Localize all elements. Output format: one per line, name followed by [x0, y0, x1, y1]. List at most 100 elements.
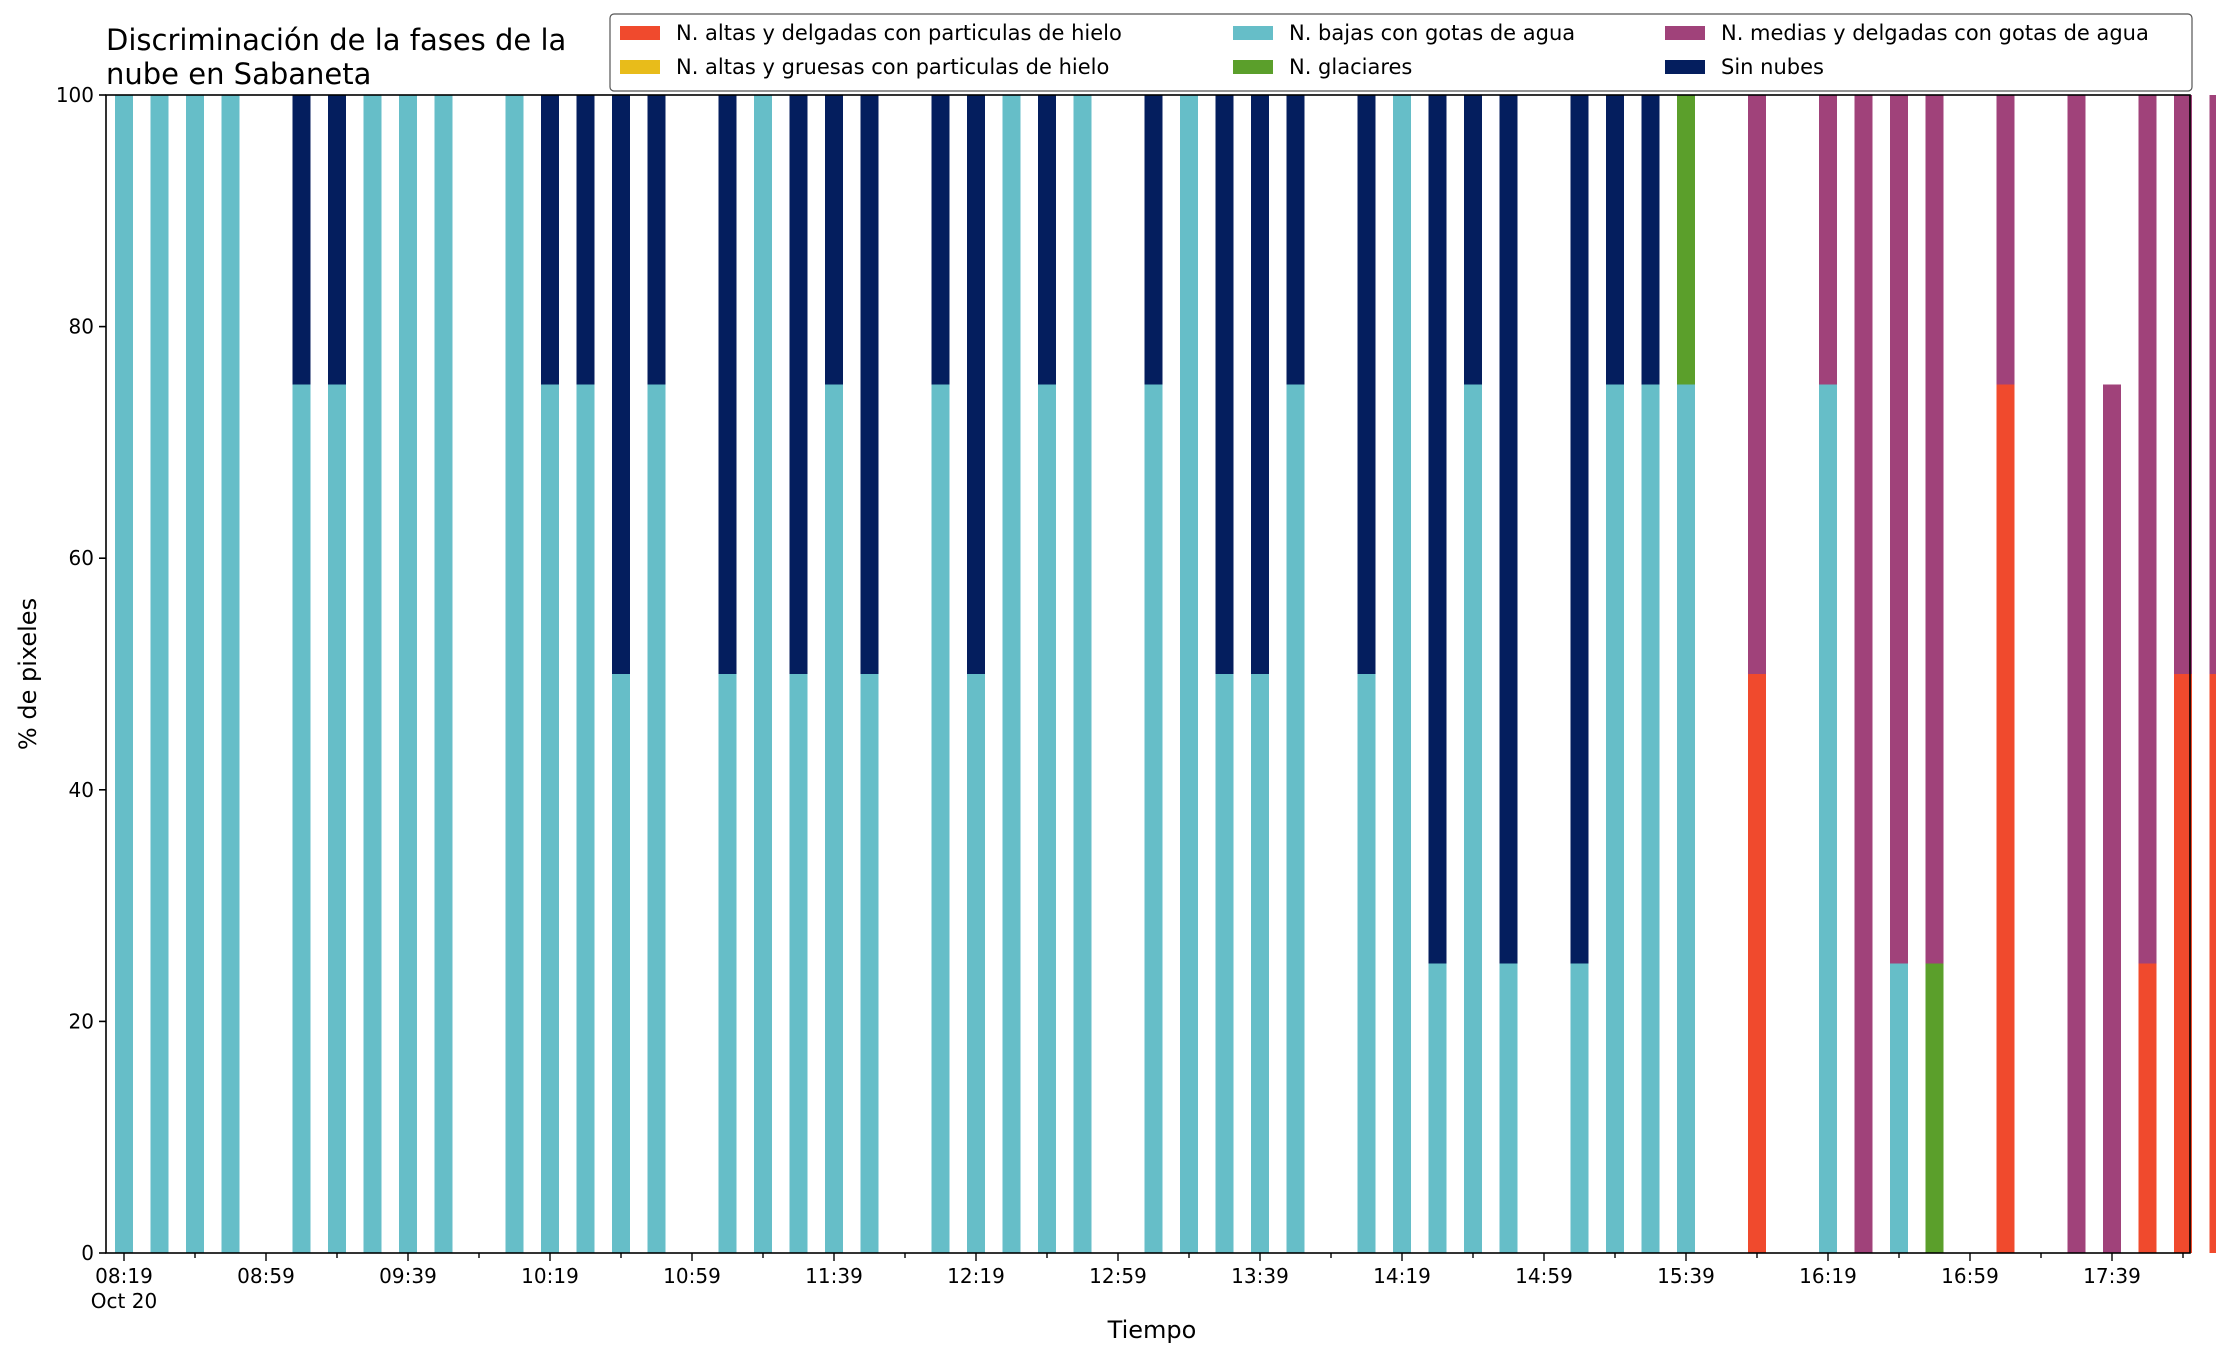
bar-segment-slot-48-series-4	[1819, 95, 1837, 385]
bar-segment-slot-24-series-2	[967, 674, 985, 1253]
legend-label-4: N. medias y delgadas con gotas de agua	[1721, 21, 2149, 45]
y-tick-label-4: 80	[69, 315, 94, 339]
bar-segment-slot-23-series-2	[931, 384, 950, 1253]
bar-segment-slot-6-series-5	[328, 95, 346, 385]
bar-segment-slot-43-series-2	[1641, 384, 1660, 1253]
bar-segment-slot-50-series-4	[1890, 95, 1908, 964]
bar-segment-slot-18-series-2	[754, 95, 772, 1253]
x-tick-label-8: 13:39	[1231, 1264, 1289, 1288]
legend-label-3: N. glaciares	[1289, 55, 1412, 79]
bar-segment-slot-41-series-5	[1570, 95, 1589, 964]
bar-segment-slot-21-series-2	[860, 674, 879, 1253]
x-tick-label-4: 10:59	[663, 1264, 721, 1288]
bar-segment-slot-23-series-5	[931, 95, 950, 385]
bar-segment-slot-26-series-5	[1038, 95, 1056, 385]
bar-segment-slot-39-series-5	[1499, 95, 1518, 964]
bar-segment-slot-20-series-5	[825, 95, 843, 385]
legend: N. altas y delgadas con particulas de hi…	[609, 13, 2193, 92]
bar-segment-slot-32-series-2	[1251, 674, 1269, 1253]
legend-swatch-0	[620, 26, 660, 40]
legend-label-5: Sin nubes	[1721, 55, 1824, 79]
bar-segment-slot-35-series-5	[1357, 95, 1376, 674]
legend-label-1: N. altas y gruesas con particulas de hie…	[676, 55, 1109, 79]
y-tick-label-3: 60	[69, 546, 94, 570]
bar-segment-slot-15-series-5	[647, 95, 666, 385]
x-tick-label-0: 08:19	[95, 1264, 153, 1288]
bar-segment-slot-43-series-5	[1641, 95, 1660, 385]
x-tick-label-6: 12:19	[947, 1264, 1005, 1288]
bar-segment-slot-55-series-4	[2067, 95, 2086, 1253]
y-axis-label: % de pixeles	[14, 598, 42, 750]
bar-segment-slot-31-series-2	[1215, 674, 1234, 1253]
chart-title-line-2: nube en Sabaneta	[106, 57, 371, 91]
x-tick-label-1: 08:59	[237, 1264, 295, 1288]
bar-segment-slot-6-series-2	[328, 384, 346, 1253]
bar-segment-slot-9-series-2	[434, 95, 453, 1253]
bar-segment-slot-5-series-2	[292, 384, 311, 1253]
bar-segment-slot-13-series-2	[576, 384, 595, 1253]
legend-swatch-4	[1665, 26, 1705, 40]
bar-segment-slot-11-series-2	[505, 95, 524, 1253]
bar-segment-slot-12-series-2	[541, 384, 559, 1253]
bar-segment-slot-42-series-2	[1606, 384, 1624, 1253]
y-tick-label-5: 100	[56, 83, 94, 107]
bar-segment-slot-29-series-2	[1144, 384, 1163, 1253]
bar-segment-slot-50-series-2	[1890, 963, 1908, 1253]
bar-segment-slot-51-series-3	[1925, 963, 1944, 1253]
bar-segment-slot-21-series-5	[860, 95, 879, 674]
y-tick-label-1: 20	[69, 1009, 94, 1033]
bar-segment-slot-32-series-5	[1251, 95, 1269, 674]
bar-segment-slot-58-series-0	[2174, 674, 2192, 1253]
bar-segment-slot-48-series-2	[1819, 384, 1837, 1253]
bar-segment-slot-27-series-2	[1073, 95, 1092, 1253]
bar-segment-slot-41-series-2	[1570, 963, 1589, 1253]
bar-segment-slot-20-series-2	[825, 384, 843, 1253]
bar-segment-slot-37-series-5	[1428, 95, 1447, 964]
bar-segment-slot-0-series-2	[115, 95, 133, 1253]
legend-frame	[609, 13, 2193, 92]
bar-segment-slot-12-series-5	[541, 95, 559, 385]
bar-segment-slot-19-series-2	[789, 674, 808, 1253]
x-tick-label-2: 09:39	[379, 1264, 437, 1288]
bar-segment-slot-38-series-2	[1464, 384, 1482, 1253]
y-tick-label-2: 40	[69, 778, 94, 802]
bar-segment-slot-17-series-2	[718, 674, 737, 1253]
bar-segment-slot-7-series-2	[363, 95, 382, 1253]
bar-segment-slot-26-series-2	[1038, 384, 1056, 1253]
x-date-label: Oct 20	[91, 1289, 157, 1313]
bar-segment-slot-5-series-5	[292, 95, 311, 385]
bar-segment-slot-44-series-3	[1677, 95, 1695, 385]
x-tick-label-13: 16:59	[1941, 1264, 1999, 1288]
bar-segment-slot-57-series-4	[2138, 95, 2157, 964]
bar-segment-slot-46-series-4	[1748, 95, 1766, 674]
x-axis-label: Tiempo	[1107, 1316, 1197, 1344]
bar-segment-slot-13-series-5	[576, 95, 595, 385]
ticks-layer: 0 20 40 60 80 100 08:19 08:59 09:39 10:19 10:59 11:…	[56, 83, 2184, 1313]
bar-segment-slot-8-series-2	[399, 95, 417, 1253]
bar-segment-slot-53-series-4	[1996, 95, 2015, 385]
legend-label-2: N. bajas con gotas de agua	[1289, 21, 1575, 45]
x-tick-label-5: 11:39	[805, 1264, 863, 1288]
bar-segment-slot-42-series-5	[1606, 95, 1624, 385]
bar-segment-slot-24-series-5	[967, 95, 985, 674]
x-tick-label-11: 15:39	[1657, 1264, 1715, 1288]
legend-label-0: N. altas y delgadas con particulas de hi…	[676, 21, 1122, 45]
bar-segment-slot-36-series-2	[1393, 95, 1411, 1253]
bar-segment-slot-15-series-2	[647, 384, 666, 1253]
bar-segment-slot-39-series-2	[1499, 963, 1518, 1253]
bar-segment-slot-19-series-5	[789, 95, 808, 674]
bar-segment-slot-14-series-2	[612, 674, 630, 1253]
bar-segment-slot-1-series-2	[150, 95, 169, 1253]
bar-segment-slot-35-series-2	[1357, 674, 1376, 1253]
bar-segment-slot-31-series-5	[1215, 95, 1234, 674]
bar-segment-slot-49-series-4	[1854, 95, 1873, 1253]
x-tick-label-14: 17:39	[2083, 1264, 2141, 1288]
legend-swatch-2	[1233, 26, 1273, 40]
legend-swatch-5	[1665, 60, 1705, 74]
bars-layer	[115, 95, 2216, 1253]
x-tick-label-3: 10:19	[521, 1264, 579, 1288]
bar-segment-slot-14-series-5	[612, 95, 630, 674]
bar-segment-slot-2-series-2	[186, 95, 204, 1253]
x-tick-label-9: 14:19	[1373, 1264, 1431, 1288]
